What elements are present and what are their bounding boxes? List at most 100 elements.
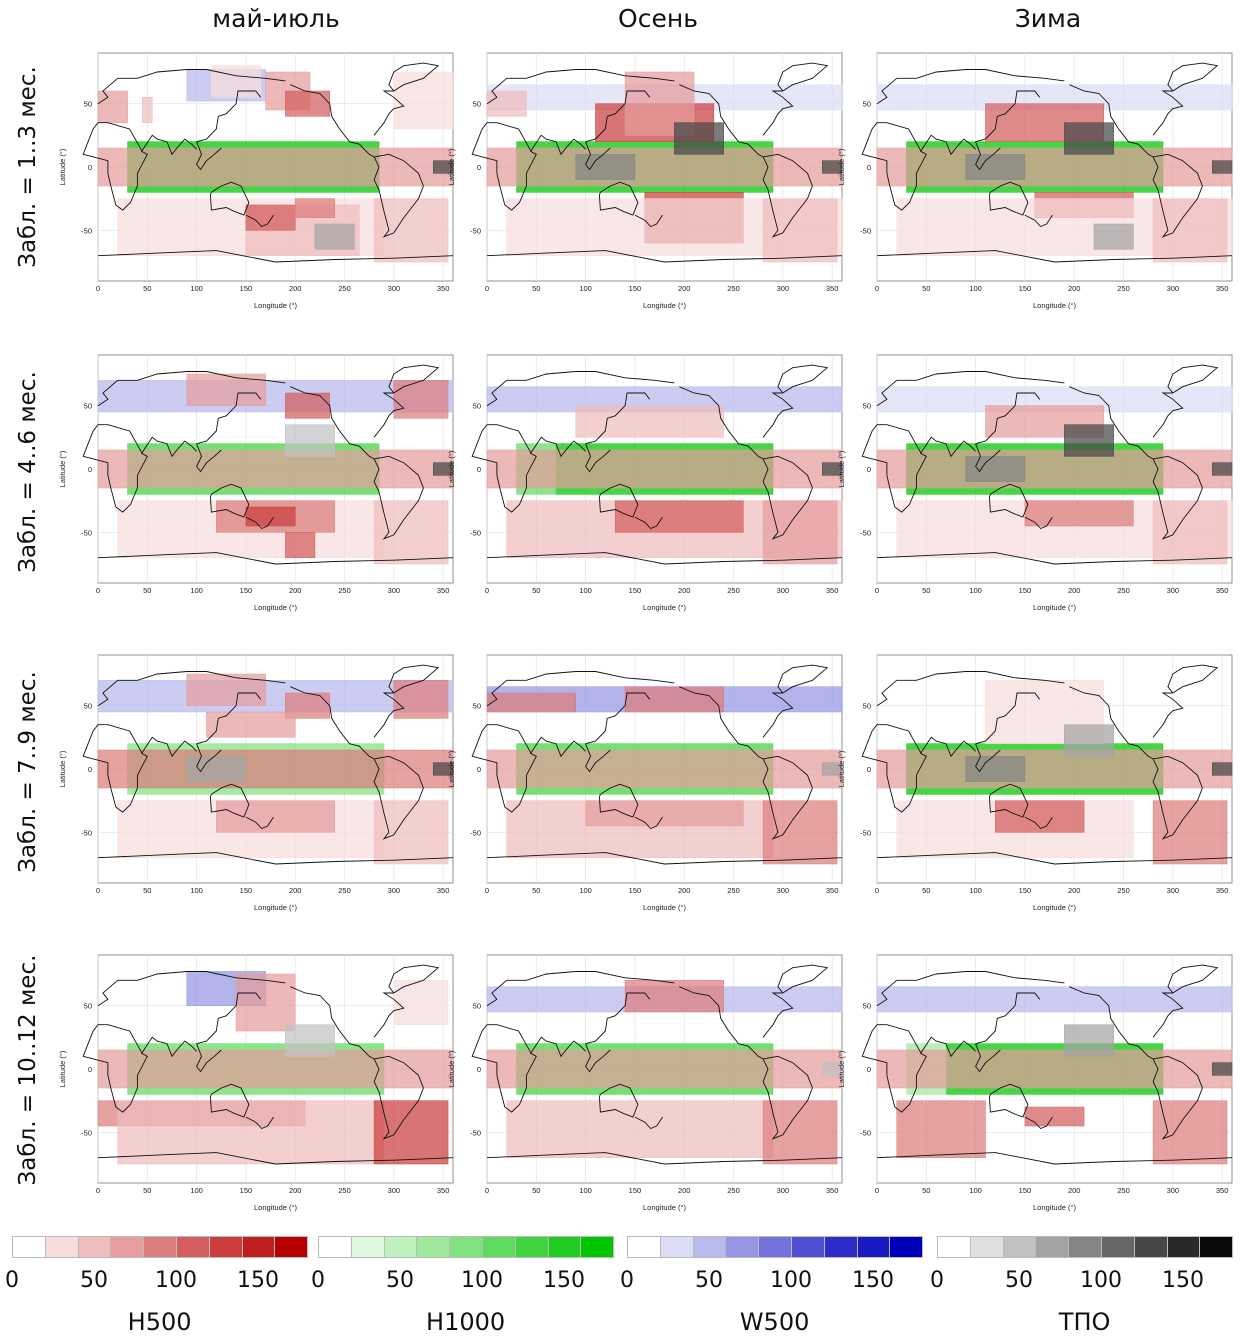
coastline	[290, 84, 375, 158]
coastline	[1152, 153, 1203, 238]
coastline	[762, 153, 813, 238]
legend-swatch	[449, 1236, 483, 1258]
coastline	[141, 436, 197, 458]
y-axis-label: Latitude (°)	[58, 148, 67, 185]
x-tick-label: 0	[96, 284, 100, 293]
legend-tick-label: 0	[620, 1268, 634, 1293]
x-tick-label: 350	[1216, 284, 1229, 293]
x-tick-label: 150	[1019, 284, 1032, 293]
legend-name-3: ТПО	[1058, 1308, 1111, 1336]
cell-tpo	[433, 160, 454, 174]
coastline	[245, 516, 274, 530]
cell-h500	[373, 800, 449, 865]
x-tick-label: 50	[922, 586, 930, 595]
panel-r1-c3: 0 50 100 150 200 250 300 350 50 0 -50 Longitude (°)…	[837, 52, 1233, 310]
cell-h500	[393, 680, 449, 719]
legend-swatch	[856, 1236, 891, 1258]
coastline	[530, 1036, 586, 1058]
legend-swatch	[318, 1236, 352, 1258]
legend-bar-h1000	[318, 1236, 615, 1260]
legend-swatch	[969, 1236, 1004, 1258]
y-tick-label: 50	[863, 402, 871, 411]
y-tick-label: 0	[867, 765, 871, 774]
legend-swatch	[241, 1236, 276, 1258]
coastline	[141, 736, 197, 758]
x-tick-label: 100	[969, 586, 982, 595]
column-title-winter: Зима	[1014, 4, 1082, 33]
coastline	[388, 664, 440, 694]
x-tick-label: 150	[629, 886, 642, 895]
y-axis-label: Latitude (°)	[837, 148, 846, 185]
coastline	[97, 552, 454, 565]
x-tick-label: 200	[1068, 586, 1081, 595]
coastline	[471, 424, 537, 513]
coastline	[762, 1055, 813, 1140]
coastline	[876, 371, 1065, 407]
cell-h500	[876, 147, 1233, 187]
x-tick-label: 0	[96, 886, 100, 895]
coastline	[777, 62, 829, 92]
coastline	[1167, 62, 1219, 92]
x-tick-label: 150	[1019, 1186, 1032, 1195]
coastline	[97, 250, 454, 263]
coastline	[196, 141, 222, 171]
cell-h500	[235, 973, 296, 1032]
legend-swatch	[1035, 1236, 1070, 1258]
x-axis-label: Longitude (°)	[1033, 301, 1077, 310]
coastline	[373, 1055, 424, 1140]
cell-h500	[624, 980, 724, 1013]
x-tick-label: 350	[437, 586, 450, 595]
cell-tpo	[1212, 1062, 1233, 1076]
y-axis-label: Latitude (°)	[447, 750, 456, 787]
cell-h500	[294, 198, 335, 218]
x-tick-label: 50	[922, 886, 930, 895]
y-tick-label: 50	[473, 402, 481, 411]
cell-h500	[211, 65, 261, 98]
y-tick-label: -50	[860, 226, 871, 235]
legend-tick-label: 50	[1005, 1268, 1033, 1293]
coastline	[598, 783, 639, 818]
panel-r4-c2: 0 50 100 150 200 250 300 350 50 0 -50 Longitude (°)…	[447, 954, 843, 1212]
coastline	[762, 755, 813, 840]
coastline	[471, 122, 537, 211]
coastline	[585, 90, 651, 143]
coastline	[920, 1036, 976, 1058]
x-tick-label: 0	[485, 1186, 489, 1195]
cell-h500	[285, 532, 316, 558]
y-tick-label: -50	[81, 226, 92, 235]
coastline	[388, 964, 440, 994]
x-axis-label: Longitude (°)	[254, 1203, 298, 1212]
cell-tpo	[822, 160, 843, 174]
coastline	[679, 386, 764, 460]
x-tick-label: 50	[143, 1186, 151, 1195]
coastline	[585, 392, 651, 445]
coastline	[975, 443, 1001, 473]
coastline	[1167, 364, 1219, 394]
panel-r2-c2: 0 50 100 150 200 250 300 350 50 0 -50 Longitude (°)…	[447, 354, 843, 612]
x-tick-label: 200	[1068, 886, 1081, 895]
x-tick-label: 200	[678, 586, 691, 595]
cell-tpo	[1212, 160, 1233, 174]
y-axis-label: Latitude (°)	[837, 1050, 846, 1087]
cell-h500	[393, 980, 449, 1025]
x-axis-label: Longitude (°)	[254, 903, 298, 912]
cell-tpo	[822, 1062, 843, 1076]
coastline	[97, 971, 286, 1007]
y-tick-label: 50	[84, 702, 92, 711]
legend-swatch	[725, 1236, 760, 1258]
y-axis-label: Latitude (°)	[837, 750, 846, 787]
x-tick-label: 200	[1068, 284, 1081, 293]
coastline	[97, 852, 454, 865]
coastline	[530, 436, 586, 458]
coastline	[209, 1083, 250, 1118]
coastline	[679, 686, 764, 760]
coastline	[1167, 664, 1219, 694]
coastline	[861, 724, 927, 813]
coastline	[1152, 1055, 1203, 1140]
cell-tpo	[186, 756, 247, 782]
coastline	[97, 671, 286, 707]
x-tick-label: 200	[289, 886, 302, 895]
y-tick-label: -50	[81, 528, 92, 537]
cell-tpo	[822, 762, 843, 776]
coastline	[861, 1024, 927, 1113]
